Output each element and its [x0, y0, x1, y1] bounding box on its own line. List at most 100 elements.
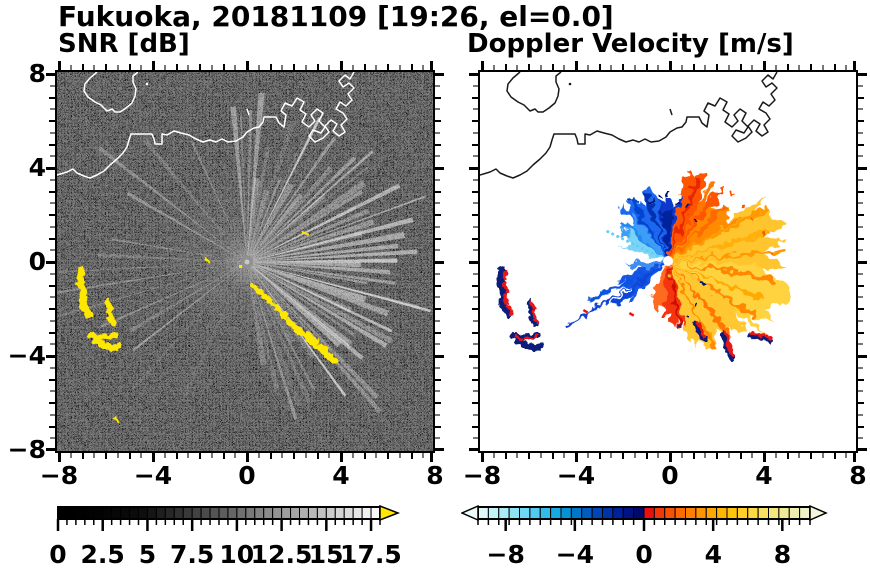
axis-tick: [387, 453, 389, 459]
axis-tick: [176, 453, 178, 459]
axis-tick: [469, 447, 478, 451]
axis-tick: [328, 65, 330, 70]
axis-tick: [681, 65, 683, 70]
axis-tick: [858, 214, 864, 216]
axis-tick: [528, 453, 530, 459]
axis-tick: [472, 379, 478, 381]
axis-tick: [798, 65, 800, 70]
axis-tick: [435, 402, 441, 404]
axis-tick: [82, 64, 84, 70]
axis-tick: [49, 144, 55, 146]
axis-tick: [858, 426, 864, 428]
axis-tick: [473, 155, 478, 157]
axis-tick: [352, 453, 354, 458]
axis-tick: [822, 453, 824, 458]
axis-tick: [858, 191, 864, 193]
axis-tick: [858, 72, 867, 76]
axis-tick: [473, 273, 478, 275]
axis-tick: [552, 453, 554, 459]
axis-tick: [845, 453, 847, 458]
axis-tick: [852, 453, 856, 462]
axis-tick: [435, 379, 441, 381]
snr-colorbar-label: 12.5: [250, 540, 313, 569]
axis-tick: [858, 414, 863, 416]
figure-title: Fukuoka, 20181109 [19:26, el=0.0]: [58, 0, 614, 33]
snr-colorbar-label: 17.5: [340, 540, 402, 569]
axis-tick: [164, 453, 166, 458]
axis-tick: [599, 64, 601, 70]
axis-tick: [435, 273, 440, 275]
axis-tick: [668, 61, 672, 70]
coastline-path: [57, 72, 355, 179]
axis-tick: [587, 453, 589, 458]
velocity-clutter: [496, 266, 772, 361]
axis-tick: [852, 61, 856, 70]
axis-tick: [50, 437, 55, 439]
axis-tick: [258, 65, 260, 70]
axis-tick: [435, 390, 440, 392]
axis-tick: [435, 191, 441, 193]
axis-tick: [50, 108, 55, 110]
axis-tick: [245, 453, 249, 462]
axis-tick: [858, 354, 867, 358]
axis-tick: [657, 453, 659, 458]
axis-tick: [49, 379, 55, 381]
axis-tick: [858, 308, 864, 310]
velocity-x-tick-label: 0: [661, 461, 679, 490]
axis-tick: [411, 453, 413, 459]
axis-tick: [49, 426, 55, 428]
axis-tick: [435, 97, 441, 99]
axis-tick: [693, 453, 695, 459]
snr-yellow-clutter: [76, 228, 339, 424]
velocity-raster: [480, 72, 856, 451]
axis-tick: [858, 332, 864, 334]
axis-tick: [845, 65, 847, 70]
axis-tick: [270, 64, 272, 70]
axis-tick: [270, 453, 272, 459]
snr-colorbar-label: 2.5: [80, 540, 125, 569]
axis-tick: [787, 453, 789, 459]
axis-tick: [223, 453, 225, 459]
axis-tick: [117, 453, 119, 458]
axis-tick: [339, 61, 343, 70]
axis-tick: [540, 453, 542, 458]
axis-tick: [317, 64, 319, 70]
axis-tick: [858, 179, 863, 181]
axis-tick: [46, 72, 55, 76]
axis-tick: [528, 64, 530, 70]
snr-echo-fan: [57, 92, 431, 420]
islet-dot: [145, 82, 149, 86]
axis-tick: [105, 453, 107, 459]
axis-tick: [176, 64, 178, 70]
axis-tick: [129, 64, 131, 70]
axis-tick: [472, 191, 478, 193]
axis-tick: [634, 453, 636, 458]
axis-tick: [473, 226, 478, 228]
axis-tick: [429, 61, 433, 70]
axis-tick: [622, 453, 624, 459]
axis-tick: [473, 132, 478, 134]
axis-tick: [435, 85, 440, 87]
axis-tick: [681, 453, 683, 458]
axis-tick: [105, 64, 107, 70]
axis-tick: [187, 65, 189, 70]
axis-tick: [587, 65, 589, 70]
axis-tick: [473, 390, 478, 392]
axis-tick: [858, 273, 863, 275]
axis-tick: [117, 65, 119, 70]
axis-tick: [435, 72, 444, 76]
axis-tick: [858, 367, 863, 369]
axis-tick: [140, 65, 142, 70]
axis-tick: [399, 65, 401, 70]
axis-tick: [740, 64, 742, 70]
axis-tick: [50, 226, 55, 228]
velocity-panel-title: Doppler Velocity [m/s]: [467, 29, 794, 59]
axis-tick: [50, 85, 55, 87]
axis-tick: [704, 65, 706, 70]
axis-tick: [70, 453, 72, 458]
snr-ppi-plot: [46, 61, 444, 462]
axis-tick: [473, 249, 478, 251]
axis-tick: [728, 65, 730, 70]
axis-tick: [46, 447, 55, 451]
axis-tick: [469, 166, 478, 170]
